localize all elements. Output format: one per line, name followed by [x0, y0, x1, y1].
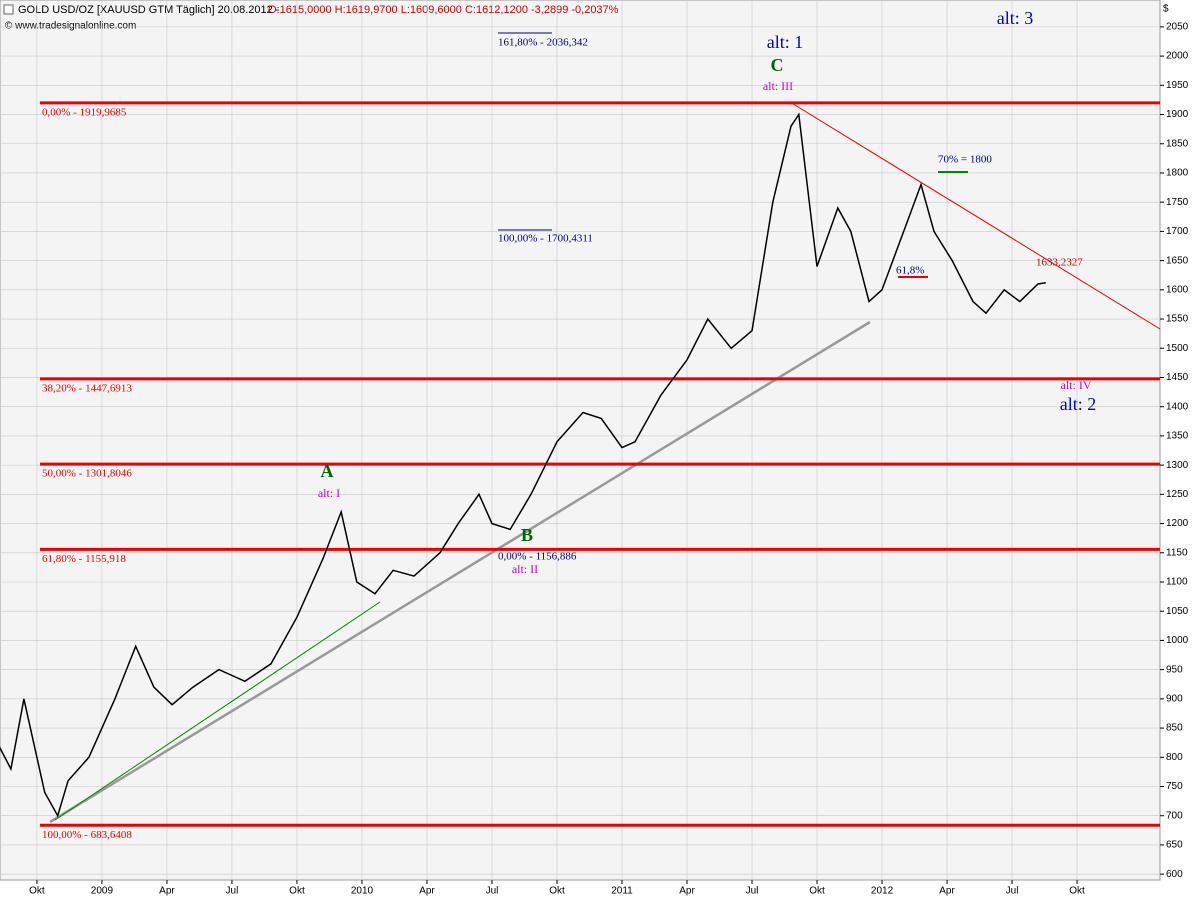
annotation: C: [771, 55, 784, 75]
y-tick-label: 1050: [1166, 606, 1189, 617]
fib-label: 0,00% - 1919,9685: [42, 106, 127, 118]
annotation: 61,8%: [896, 265, 924, 277]
annotation: alt: I: [318, 486, 340, 500]
x-tick-label: Okt: [809, 886, 825, 897]
y-tick-label: 700: [1166, 810, 1183, 821]
x-tick-label: 2010: [351, 886, 374, 897]
fib-label: 50,00% - 1301,8046: [42, 468, 132, 480]
y-tick-label: 1550: [1166, 314, 1189, 325]
x-tick-label: 2011: [611, 886, 633, 897]
y-tick-label: 2050: [1166, 22, 1189, 33]
y-tick-label: 1200: [1166, 518, 1189, 529]
y-tick-label: 1100: [1166, 577, 1188, 588]
x-tick-label: Jul: [486, 886, 499, 897]
annotation: alt: II: [512, 562, 538, 576]
y-tick-label: 1000: [1166, 635, 1189, 646]
annotation: 70% = 1800: [938, 154, 992, 166]
x-tick-label: Apr: [159, 886, 175, 897]
x-tick-label: Jul: [746, 886, 759, 897]
y-tick-label: 1350: [1166, 431, 1189, 442]
trendline: [54, 601, 381, 821]
annotation: B: [521, 525, 533, 545]
x-tick-label: Okt: [1069, 886, 1085, 897]
y-tick-label: 1650: [1166, 255, 1189, 266]
y-tick-label: 600: [1166, 869, 1183, 880]
trendline: [789, 101, 1161, 330]
annotation: alt: 2: [1060, 394, 1097, 414]
y-tick-label: 1800: [1166, 168, 1189, 179]
y-tick-label: 1850: [1166, 138, 1189, 149]
y-tick-label: 1700: [1166, 226, 1189, 237]
y-tick-label: 1750: [1166, 197, 1189, 208]
y-tick-label: 800: [1166, 752, 1183, 763]
x-tick-label: Jul: [1006, 886, 1019, 897]
y-tick-label: 1400: [1166, 401, 1189, 412]
x-tick-label: Okt: [29, 886, 45, 897]
annotation: alt: IV: [1061, 378, 1092, 392]
x-tick-label: Apr: [939, 886, 955, 897]
y-tick-label: 1450: [1166, 372, 1189, 383]
annotation: 161,80% - 2036,342: [498, 37, 588, 49]
y-tick-label: 1600: [1166, 284, 1189, 295]
fib-label: 38,20% - 1447,6913: [42, 382, 132, 394]
x-tick-label: Jul: [226, 886, 239, 897]
fib-label: 61,80% - 1155,918: [42, 553, 126, 565]
icon: [3, 4, 14, 15]
header-ohlc: O:1615,0000 H:1619,9700 L:1609,6000 C:16…: [268, 4, 619, 16]
x-tick-label: Okt: [289, 886, 305, 897]
y-tick-label: 1500: [1166, 343, 1189, 354]
x-tick-label: Apr: [679, 886, 695, 897]
annotation: alt: 3: [997, 8, 1034, 28]
trendline: [49, 320, 871, 824]
annotation: 100,00% - 1700,4311: [498, 233, 593, 245]
annotation: alt: III: [763, 79, 793, 93]
grid: [0, 0, 1160, 880]
y-tick-label: 1300: [1166, 460, 1189, 471]
y-tick-label: 750: [1166, 781, 1183, 792]
currency: $: [1163, 4, 1169, 15]
y-tick-label: 900: [1166, 693, 1183, 704]
y-tick-label: 1900: [1166, 109, 1189, 120]
x-tick-label: Okt: [549, 886, 565, 897]
x-tick-label: Apr: [419, 886, 435, 897]
header-title: GOLD USD/OZ [XAUUSD GTM Täglich] 20.08.2…: [18, 4, 280, 16]
y-tick-label: 1950: [1166, 80, 1189, 91]
y-tick-label: 950: [1166, 664, 1183, 675]
annotation: 1633,2327: [1036, 257, 1083, 269]
y-tick-label: 850: [1166, 723, 1183, 734]
annotation: alt: 1: [767, 32, 804, 52]
annotation: A: [321, 461, 334, 481]
price-line: [0, 112, 1046, 818]
x-tick-label: 2012: [871, 886, 894, 897]
y-tick-label: 2000: [1166, 51, 1189, 62]
y-tick-label: 1250: [1166, 489, 1189, 500]
source: © www.tradesignalonline.com: [5, 21, 136, 32]
annotation: 0,00% - 1156,886: [498, 551, 577, 563]
y-tick-label: 1150: [1166, 547, 1188, 558]
plot-area: [0, 0, 1161, 881]
fib-label: 100,00% - 683,6408: [42, 829, 132, 841]
y-tick-label: 650: [1166, 840, 1183, 851]
x-tick-label: 2009: [91, 886, 114, 897]
